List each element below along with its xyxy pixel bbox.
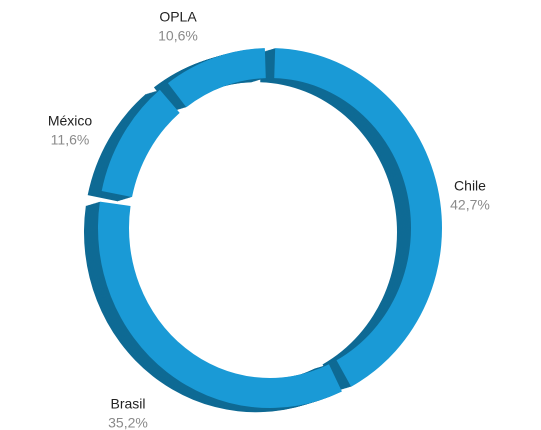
segment-label: Chile [454, 178, 486, 194]
segment-value-label: 11,6% [51, 132, 90, 148]
segment-value-label: 42,7% [450, 197, 490, 213]
segment-value-label: 35,2% [108, 415, 148, 430]
segment-value-label: 10,6% [158, 28, 198, 44]
labels: Chile 42,7% Brasil 35,2% México 11,6% OPLA 10,6… [48, 9, 490, 430]
segment-label: OPLA [159, 9, 197, 25]
segment-label: Brasil [110, 396, 145, 412]
segment [97, 201, 342, 408]
ring-faces [97, 48, 442, 408]
segment [274, 48, 442, 387]
segment [101, 89, 180, 198]
segment [167, 48, 266, 108]
segment-label: México [48, 113, 93, 129]
